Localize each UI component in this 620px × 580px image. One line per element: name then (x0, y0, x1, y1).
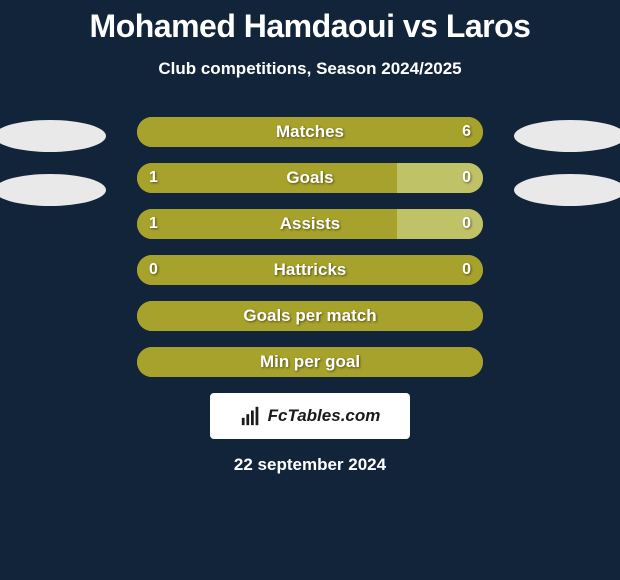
left-player-placeholder (0, 120, 110, 228)
stat-row: 1Goals0 (137, 163, 483, 193)
branding-badge: FcTables.com (210, 393, 410, 439)
stat-label: Hattricks (137, 255, 483, 285)
stat-row: Goals per match (137, 301, 483, 331)
placeholder-ellipse (514, 174, 620, 206)
placeholder-ellipse (0, 120, 106, 152)
comparison-infographic: Mohamed Hamdaoui vs Laros Club competiti… (0, 0, 620, 580)
stat-row: 1Assists0 (137, 209, 483, 239)
stat-value-right: 0 (462, 255, 471, 285)
stat-label: Goals per match (137, 301, 483, 331)
stat-row: Min per goal (137, 347, 483, 377)
right-player-placeholder (510, 120, 620, 228)
footer-date: 22 september 2024 (0, 455, 620, 475)
stat-value-right: 6 (462, 117, 471, 147)
fctables-logo-icon (240, 405, 262, 427)
stat-value-right: 0 (462, 163, 471, 193)
placeholder-ellipse (514, 120, 620, 152)
placeholder-ellipse (0, 174, 106, 206)
stats-container: Matches61Goals01Assists00Hattricks0Goals… (137, 117, 483, 377)
stat-row: 0Hattricks0 (137, 255, 483, 285)
page-title: Mohamed Hamdaoui vs Laros (0, 0, 620, 45)
stat-row: Matches6 (137, 117, 483, 147)
page-subtitle: Club competitions, Season 2024/2025 (0, 59, 620, 79)
stat-label: Goals (137, 163, 483, 193)
stat-label: Min per goal (137, 347, 483, 377)
branding-text: FcTables.com (268, 406, 381, 426)
stat-value-right: 0 (462, 209, 471, 239)
stat-label: Matches (137, 117, 483, 147)
stat-label: Assists (137, 209, 483, 239)
